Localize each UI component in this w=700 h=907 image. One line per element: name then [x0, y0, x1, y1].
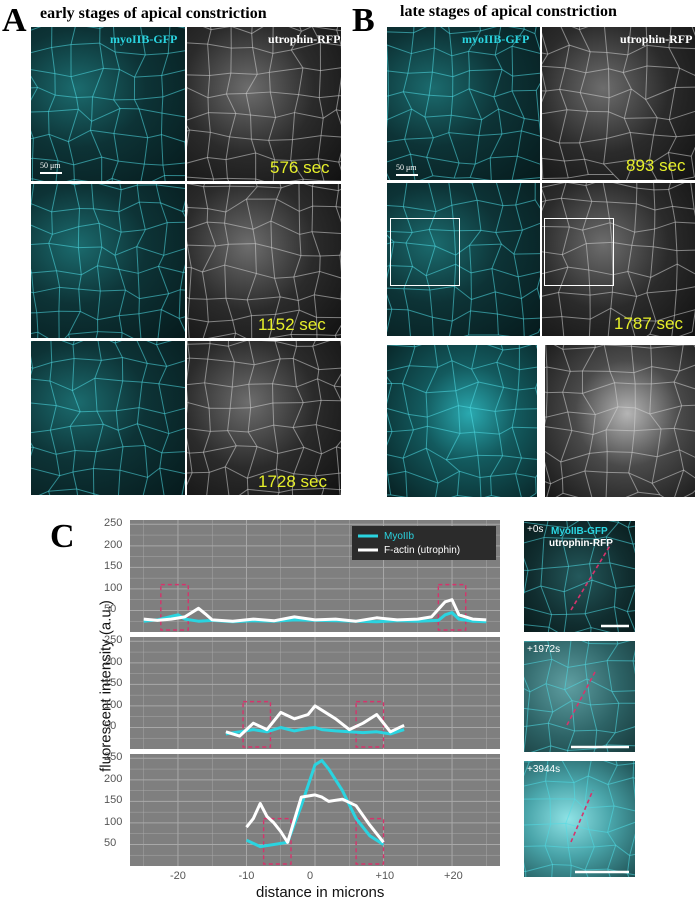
y-tick-label: 200 [104, 655, 123, 668]
cell-network-texture [542, 183, 695, 336]
panel-b-row1-myosin-image [386, 26, 541, 181]
panel-a-row3-actin-image [186, 340, 342, 496]
cell-network-texture [387, 183, 540, 336]
y-tick-label: 250 [104, 634, 123, 647]
thumb-1-profile-line [566, 671, 596, 726]
panel-a-row2-myosin-image [30, 183, 186, 339]
chart-legend [352, 526, 496, 560]
y-tick-label: 200 [104, 538, 123, 551]
highlight-box [262, 817, 292, 865]
legend-label: F-actin (utrophin) [384, 545, 460, 556]
thumb-0-profile-line [570, 543, 612, 611]
thumb-1-time: +1972s [527, 644, 561, 655]
x-axis-title: distance in microns [256, 884, 385, 901]
series-line-1 [225, 726, 405, 736]
panel-b-time-1: 893 sec [626, 156, 686, 175]
panel-a-channel-myosin: myoIIB-GFP [110, 32, 178, 46]
series-line-2 [245, 793, 385, 844]
panel-a-row2-actin-image [186, 183, 342, 339]
cell-network-texture [387, 345, 537, 497]
y-tick-label: 150 [104, 794, 123, 807]
panel-b-channel-myosin: myoIIB-GFP [462, 32, 530, 46]
intensity-profile-chart: MyoIIb F-actin (utrophin) [130, 520, 500, 866]
thumb-0-image [523, 520, 636, 633]
cell-network-texture [187, 341, 341, 495]
y-tick-label: 100 [104, 698, 123, 711]
y-tick-label: 50 [104, 837, 117, 850]
panel-b-grid: myoIIB-GFP utrophin-RFP 50 μm 893 sec 17… [386, 26, 696, 498]
cell-network-texture [187, 184, 341, 338]
x-tick-label: 0 [307, 870, 314, 882]
x-tick-label: -20 [169, 870, 186, 882]
thumb-channel-myosin: utrophin-RFP [549, 538, 613, 549]
cell-network-texture [31, 184, 185, 338]
panel-b-scale-bar [396, 174, 418, 176]
panel-b-scale-text: 50 μm [396, 163, 417, 172]
y-tick-label: 50 [104, 603, 117, 616]
series-line-1 [225, 704, 405, 738]
thumb-0-time: +0s [527, 524, 544, 535]
panel-a-row1-actin-image [186, 26, 342, 182]
thumbnails-column: +0s utrophin-RFP MyoIIB-GFP +1972s +3944… [523, 520, 636, 892]
panel-b-row2-myosin-image [386, 182, 541, 337]
panel-b-channel-actin: utrophin-RFP [620, 32, 693, 46]
panel-a-time-2: 1152 sec [258, 315, 326, 334]
y-tick-label: 250 [104, 751, 123, 764]
cell-network-texture [524, 641, 635, 752]
y-tick-label: 100 [104, 581, 123, 594]
x-tick-label: +10 [375, 870, 395, 882]
panel-a-row3-myosin-image [30, 340, 186, 496]
highlight-box [160, 583, 189, 631]
series-line-0 [143, 598, 487, 623]
y-tick-label: 150 [104, 677, 123, 690]
panel-b-zoom-myosin-image [386, 344, 538, 498]
panel-a-channel-actin: utrophin-RFP [268, 32, 341, 46]
x-tick-label: -10 [238, 870, 255, 882]
panel-b-time-2: 1787 sec [614, 314, 683, 333]
y-tick-label: 50 [104, 720, 117, 733]
panel-c-letter: C [50, 518, 75, 555]
x-tick-label: +20 [444, 870, 463, 882]
thumb-2-image [523, 760, 636, 878]
thumb-annotations [566, 543, 629, 874]
cell-network-texture [31, 341, 185, 495]
cell-network-texture [187, 27, 341, 181]
panel-b-row1-actin-image [541, 26, 696, 181]
panel-b-inset-box-myosin [390, 218, 460, 286]
legend-label: MyoIIb [384, 531, 414, 542]
panel-b-zoom-actin-image [544, 344, 696, 498]
cell-network-texture [545, 345, 695, 497]
y-tick-label: 200 [104, 772, 123, 785]
panel-a-title: early stages of apical constriction [40, 5, 267, 22]
panel-a-scale-bar [40, 172, 62, 174]
y-tick-label: 150 [104, 560, 123, 573]
y-tick-label: 250 [104, 517, 123, 530]
thumb-2-profile-line [570, 789, 594, 843]
cell-network-texture [387, 27, 540, 180]
panel-a-time-1: 576 sec [270, 158, 330, 177]
series-line-2 [245, 759, 385, 849]
y-tick-label: 100 [104, 815, 123, 828]
panel-b-row2-actin-image [541, 182, 696, 337]
panel-a-row1-myosin-image [30, 26, 186, 182]
panel-a-scale-text: 50 μm [40, 161, 61, 170]
panel-a-grid: myoIIB-GFP utrophin-RFP 50 μm 576 sec 11… [30, 26, 342, 496]
thumb-channel-actin: MyoIIB-GFP [551, 526, 608, 537]
cell-network-texture [524, 521, 635, 632]
panel-b-inset-box-actin [544, 218, 614, 286]
panel-a-time-3: 1728 sec [258, 472, 327, 491]
thumb-2-time: +3944s [527, 764, 561, 775]
panel-a-letter: A [2, 2, 27, 39]
thumb-1-image [523, 640, 636, 753]
panel-b-title: late stages of apical constriction [400, 3, 617, 20]
cell-network-texture [542, 27, 695, 180]
panel-b-letter: B [352, 2, 375, 39]
cell-network-texture [31, 27, 185, 181]
